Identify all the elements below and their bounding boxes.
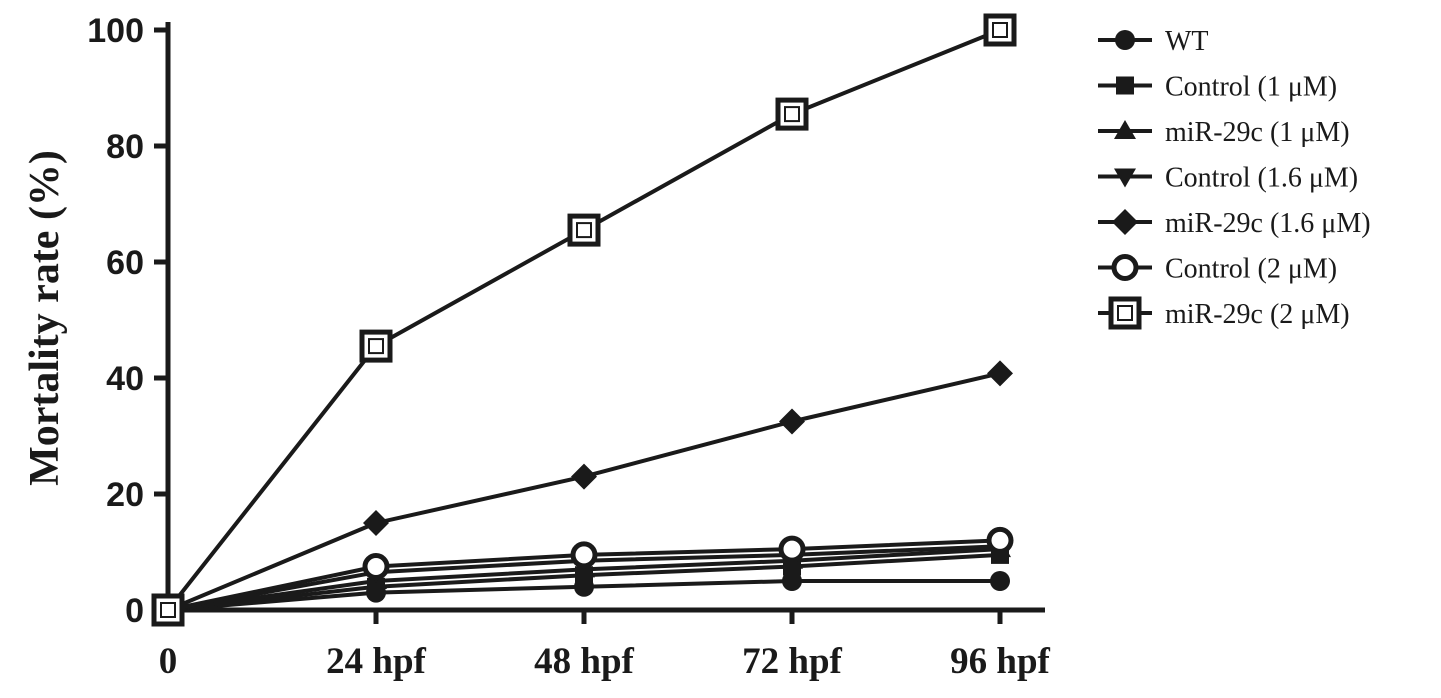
legend-item: miR-29c (1 μM) <box>1098 117 1350 148</box>
legend-marker <box>1116 76 1134 95</box>
legend-item: miR-29c (1.6 μM) <box>1098 208 1371 239</box>
y-tick-label: 40 <box>106 360 144 398</box>
y-tick-label: 20 <box>106 476 144 514</box>
series-line <box>166 28 1001 612</box>
legend-label: Control (1.6 μM) <box>1165 163 1358 194</box>
legend-label: miR-29c (1.6 μM) <box>1165 208 1371 239</box>
data-point <box>990 571 1010 591</box>
data-point <box>570 541 598 569</box>
data-point <box>359 329 393 363</box>
y-tick-label: 80 <box>106 128 144 166</box>
data-point <box>362 553 390 580</box>
legend-label: miR-29c (2 μM) <box>1165 299 1350 330</box>
legend-label: miR-29c (1 μM) <box>1165 117 1350 148</box>
data-point <box>571 463 597 490</box>
series-7 <box>151 13 1017 627</box>
x-tick-label: 96 hpf <box>950 641 1050 682</box>
y-axis-title: Mortality rate (%) <box>22 150 68 486</box>
data-point <box>779 408 805 435</box>
series-lines <box>151 13 1017 627</box>
legend-item: miR-29c (2 μM) <box>1098 296 1350 330</box>
x-tick-label: 0 <box>159 641 178 682</box>
legend-item: Control (1.6 μM) <box>1098 163 1358 194</box>
legend-item: Control (1 μM) <box>1098 72 1337 103</box>
y-tick-label: 0 <box>125 592 144 630</box>
data-point <box>987 360 1013 387</box>
data-point <box>778 535 806 563</box>
y-tick-label: 60 <box>106 244 144 282</box>
x-tick-label: 72 hpf <box>742 641 842 682</box>
legend-marker <box>1115 30 1135 50</box>
legend-marker <box>1114 168 1136 188</box>
x-tick-label: 24 hpf <box>326 641 426 682</box>
legend-item: Control (2 μM) <box>1098 254 1337 285</box>
legend-label: Control (1 μM) <box>1165 72 1337 103</box>
data-point <box>567 213 601 247</box>
legend: WT Control (1 μM) miR-29c (1 μM) Control (1… <box>1098 26 1371 330</box>
legend-marker <box>1112 209 1138 235</box>
axes: 0 20 40 60 80 100 0 24 hpf 48 hpf 72 hpf 96 hpf <box>87 12 1050 682</box>
data-point <box>986 526 1014 554</box>
legend-item: WT <box>1098 26 1209 57</box>
y-tick-label: 100 <box>87 12 144 50</box>
data-point <box>151 593 185 627</box>
data-point <box>782 571 802 591</box>
legend-marker <box>1108 296 1142 330</box>
legend-marker <box>1111 254 1139 281</box>
data-point <box>983 13 1017 47</box>
data-point <box>775 97 809 131</box>
data-point <box>363 510 389 536</box>
legend-label: WT <box>1165 26 1209 57</box>
legend-marker <box>1114 120 1136 139</box>
x-tick-label: 48 hpf <box>534 641 634 682</box>
legend-label: Control (2 μM) <box>1165 254 1337 285</box>
